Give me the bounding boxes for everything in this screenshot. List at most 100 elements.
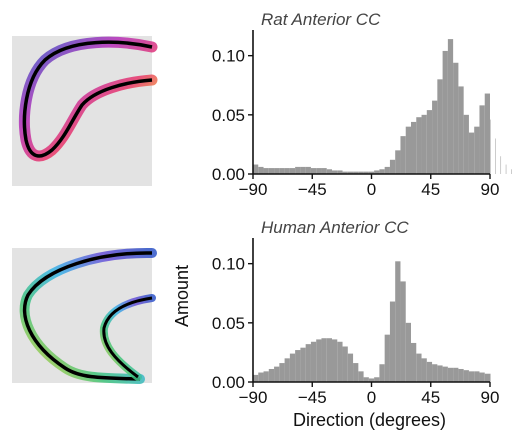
histogram-bar (305, 344, 311, 382)
histogram-bar (453, 62, 459, 175)
histogram-bar (437, 79, 443, 174)
x-axis-title: Direction (degrees) (293, 410, 446, 430)
histogram-bar (268, 368, 275, 382)
histogram-bar (358, 171, 364, 174)
x-tick-label: 45 (421, 388, 440, 407)
histogram-bar (363, 377, 369, 382)
y-tick-label: 0.00 (212, 373, 245, 392)
histogram-bar (326, 169, 332, 174)
histogram-bar (310, 168, 317, 174)
histogram-bar (495, 138, 496, 174)
histogram-bar (284, 358, 290, 382)
histogram-bar (405, 126, 411, 174)
histogram-bar (426, 361, 433, 382)
y-tick-label: 0.10 (212, 47, 245, 66)
x-tick-label: −45 (298, 180, 327, 199)
y-tick-label: 0.05 (212, 314, 245, 333)
human-tract-upper-outline (22, 251, 153, 381)
thumbnail-background (12, 248, 152, 383)
histogram-bar (400, 281, 406, 382)
histogram-bar (289, 168, 296, 174)
histogram-bar (358, 371, 364, 382)
histogram-bar (310, 341, 317, 382)
histogram-bar (474, 126, 480, 174)
histogram-bar (432, 364, 438, 382)
histogram-bar (332, 339, 338, 382)
histogram-bar (411, 121, 417, 174)
histogram-bar (479, 105, 485, 174)
histogram-bar (295, 166, 301, 174)
histogram-bar (437, 365, 443, 382)
histogram-bar (321, 338, 327, 382)
histogram-bar (347, 171, 354, 174)
histogram-bar (490, 119, 491, 174)
rat-histogram: −90 −45 0 45 90 0.00 0.05 0.10 Rat Anterior CC (212, 10, 512, 199)
x-tick-label: 0 (367, 180, 376, 199)
histogram-bar (289, 353, 296, 382)
histogram-bar (332, 170, 338, 174)
histogram-bar (258, 166, 264, 174)
histogram-bar (337, 341, 343, 382)
histogram-bar (374, 170, 380, 174)
human-cc-orientation-thumbnail (12, 247, 157, 384)
histogram-bar (416, 117, 422, 174)
histogram-bar (421, 358, 427, 382)
y-tick-label: 0.05 (212, 106, 245, 125)
histogram-bar (458, 368, 464, 382)
histogram-bar (253, 374, 259, 382)
chart-title: Rat Anterior CC (261, 10, 381, 29)
histogram-bar (274, 168, 280, 174)
histogram-bar (426, 110, 433, 174)
histogram-bar (342, 171, 348, 174)
histogram-bar (468, 371, 475, 382)
histogram-bar (384, 334, 390, 382)
histogram-bar (295, 350, 301, 382)
histogram-bar (379, 364, 385, 382)
histogram-bar (326, 338, 332, 382)
histogram-bar (442, 366, 448, 382)
histogram-bar (316, 339, 322, 382)
histogram-bar (500, 156, 502, 174)
histogram-bar (389, 159, 396, 174)
rat-tract-outline (22, 40, 153, 158)
histogram-bar (279, 363, 285, 382)
histogram-bar (468, 132, 475, 174)
histogram-bar (463, 114, 469, 174)
histogram-bar (353, 171, 359, 174)
human-histogram: −90 −45 0 45 90 0.00 0.05 0.10 Human Anterior CC… (172, 218, 499, 430)
histogram-bar (347, 353, 354, 382)
histogram-bar (447, 39, 454, 174)
histogram-bar (253, 164, 259, 174)
chart-title: Human Anterior CC (261, 218, 409, 237)
histogram-bar (511, 169, 512, 174)
histogram-bar (447, 367, 454, 382)
rat-cc-orientation-thumbnail (12, 36, 158, 186)
histogram-bar (442, 50, 448, 174)
histogram-bar (300, 166, 306, 174)
histogram-bar (368, 378, 375, 382)
x-tick-label: 0 (367, 388, 376, 407)
histogram-bar (384, 166, 390, 174)
histogram-bar (463, 370, 469, 382)
histogram-bar (316, 168, 322, 174)
histogram-bar (274, 366, 280, 382)
y-tick-label: 0.00 (212, 165, 245, 184)
histogram-bar (321, 168, 327, 174)
x-tick-label: 45 (421, 180, 440, 199)
histogram-bar (353, 363, 359, 382)
histogram-bar (389, 301, 396, 382)
y-tick-label: 0.10 (212, 255, 245, 274)
histogram-bar (263, 168, 269, 174)
x-tick-label: 90 (481, 388, 500, 407)
histogram-bar (379, 169, 385, 174)
histogram-bar (305, 166, 311, 174)
human-tract-lower-outline (102, 296, 153, 379)
x-tick-label: 90 (481, 180, 500, 199)
histogram-bar (484, 373, 490, 382)
histogram-bar (479, 372, 485, 382)
histogram-bar (279, 168, 285, 174)
histogram-bar (268, 168, 275, 174)
histogram-bar (490, 373, 491, 382)
x-tick-label: −45 (298, 388, 327, 407)
